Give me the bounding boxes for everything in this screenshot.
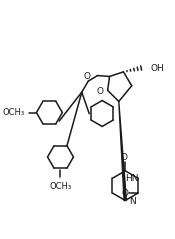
Text: O: O — [121, 153, 128, 163]
Polygon shape — [119, 102, 126, 201]
Text: N: N — [129, 197, 136, 206]
Text: HN: HN — [125, 174, 138, 183]
Text: OCH₃: OCH₃ — [49, 182, 72, 191]
Text: OH: OH — [150, 64, 164, 73]
Text: OCH₃: OCH₃ — [2, 108, 24, 117]
Text: O: O — [84, 72, 91, 81]
Text: O: O — [96, 87, 103, 96]
Text: O: O — [122, 189, 129, 198]
